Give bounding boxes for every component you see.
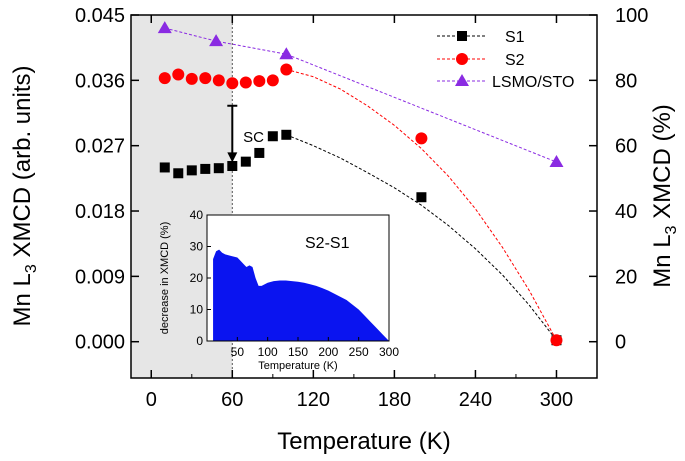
data-point-s2 [199,72,212,85]
y-axis-label-right-part-1: Mn L [649,234,676,287]
x-tick-label: 300 [540,389,573,411]
data-point-s2 [253,75,266,88]
data-point-s2 [280,63,293,76]
inset-y-tick-label: 0 [196,334,203,348]
inset-x-tick-label: 300 [379,345,399,359]
y-axis-label-left: Mn L3 XMCD (arb. units) [9,66,40,327]
legend-marker-s1 [457,31,467,41]
data-point-s2 [158,72,171,85]
plot-frame [130,14,598,379]
inset-x-tick-label: 150 [288,345,308,359]
x-tick-label: 120 [297,389,330,411]
y-right-tick-label: 40 [615,201,637,223]
data-point-s2 [266,74,279,87]
inset-y-label: decrease in XMCD (%) [159,222,171,334]
sc-arrow-head [227,152,238,163]
y-left-tick-label: 0.018 [75,201,125,223]
data-point-s2 [550,334,563,347]
y-axis-label-left-part-2: XMCD (arb. units) [9,66,36,265]
data-point-s2 [239,76,252,89]
fit-line-s1 [286,134,557,341]
data-point-lsmo-sto [157,21,172,34]
data-point-s1 [240,156,251,167]
data-point-s2 [415,132,428,145]
x-tick-label: 240 [459,389,492,411]
data-point-s1 [267,131,278,142]
data-point-s1 [254,147,265,158]
y-left-tick-label: 0.000 [75,332,125,354]
y-left-tick-label: 0.045 [75,5,125,27]
x-tick-label: 60 [221,389,243,411]
data-point-s2 [172,68,185,81]
y-right-tick-label: 80 [615,70,637,92]
sc-annotation: SC [227,104,264,163]
legend-label-s2: S2 [505,52,525,69]
data-point-s1 [227,161,238,172]
data-point-s2 [185,72,198,85]
inset-area [213,249,389,341]
inset-x-tick-label: 250 [349,345,369,359]
y-left-tick-label: 0.027 [75,136,125,158]
legend-label-lsmo: LSMO/STO [492,74,574,91]
data-point-s1 [200,163,211,174]
y-right-tick-label: 0 [615,332,626,354]
data-point-s1 [281,129,292,140]
data-point-s1 [213,163,224,174]
data-point-s2 [212,74,225,87]
data-point-s2 [226,77,239,90]
y-axis-label-left-part-1: Mn L [9,273,36,326]
data-point-lsmo-sto [279,47,294,60]
inset-x-tick-label: 200 [318,345,338,359]
y-left-tick-label: 0.036 [75,70,125,92]
sc-label: SC [243,129,264,146]
inset-chart: 50 100 150 200 250 300 0 10 20 30 40 S2-S1 Temper… [159,208,399,372]
data-point-s1 [186,165,197,176]
inset-x-tick-label: 50 [231,345,245,359]
inset-y-tick-label: 20 [190,271,204,285]
legend: S1 S2 LSMO/STO [437,29,574,91]
data-point-s1 [416,192,427,203]
y-axis-label-right-part-2: XMCD (%) [649,104,676,225]
legend-marker-s2 [456,53,468,65]
y-right-tick-label: 20 [615,266,637,288]
y-left-tick-label: 0.009 [75,266,125,288]
legend-label-s1: S1 [505,29,525,46]
inset-x-tick-label: 100 [258,345,278,359]
x-axis-label: Temperature (K) [277,428,450,455]
data-point-lsmo-sto [549,155,564,168]
y-axis-label-right: Mn L3 XMCD (%) [649,104,680,288]
y-axis-label-right-sub: 3 [663,225,680,234]
legend-marker-lsmo [455,74,469,86]
inset-y-tick-label: 40 [190,208,204,222]
y-right-tick-label: 100 [615,5,648,27]
data-point-s1 [173,168,184,179]
fit-line-s2 [286,68,557,341]
data-point-lsmo-sto [209,34,224,47]
inset-y-tick-label: 10 [190,303,204,317]
y-axis-label-left-sub: 3 [23,264,40,273]
fit-line-lsmo-sto [164,27,557,163]
inset-x-label: Temperature (K) [258,360,337,372]
inset-title: S2-S1 [305,235,350,252]
x-tick-label: 180 [378,389,411,411]
data-point-s1 [159,162,170,173]
x-tick-label: 0 [146,389,157,411]
y-right-tick-label: 60 [615,136,637,158]
inset-y-tick-label: 30 [190,240,204,254]
